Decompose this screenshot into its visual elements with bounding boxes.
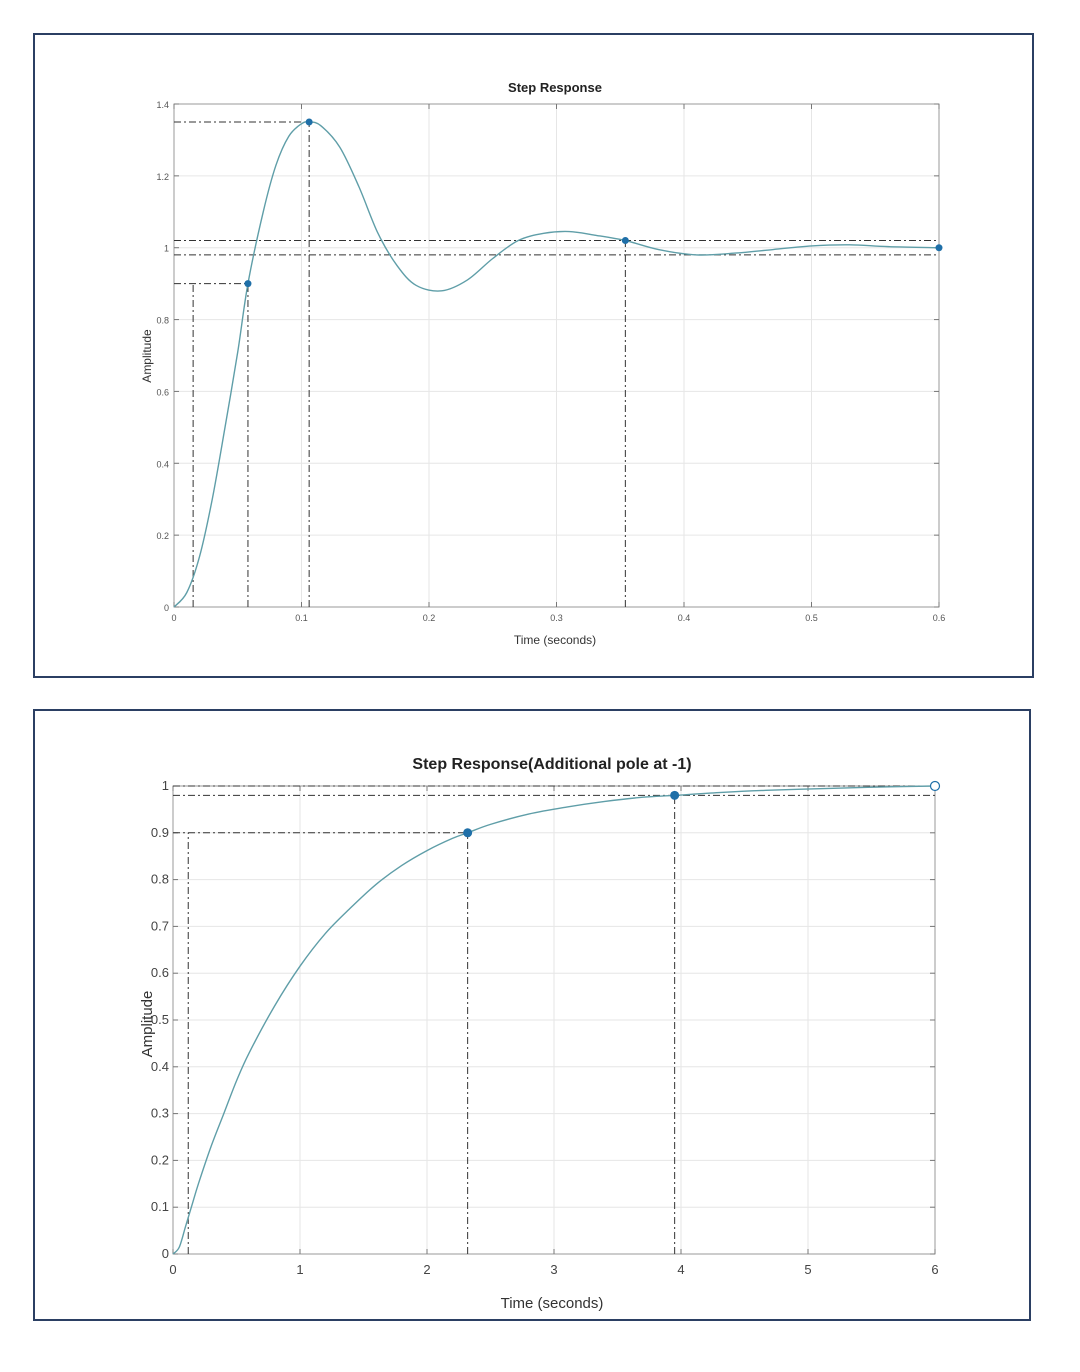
data-point-marker xyxy=(463,828,473,838)
x-tick-label: 3 xyxy=(550,1262,557,1277)
y-tick-label: 0.2 xyxy=(151,1152,169,1167)
y-tick-label: 0.5 xyxy=(151,1012,169,1027)
y-tick-label: 0.3 xyxy=(151,1106,169,1121)
y-tick-label: 0.6 xyxy=(156,387,169,397)
y-tick-label: 0.4 xyxy=(151,1059,169,1074)
y-tick-label: 1 xyxy=(162,778,169,793)
chart-panel-step-response: Step Response Time (seconds) Amplitude 0… xyxy=(33,33,1034,678)
step-response-chart: Step Response Time (seconds) Amplitude 0… xyxy=(140,80,946,647)
x-tick-label: 2 xyxy=(423,1262,430,1277)
y-tick-label: 0.8 xyxy=(151,872,169,887)
y-tick-label: 0.8 xyxy=(156,316,169,326)
x-tick-label: 5 xyxy=(804,1262,811,1277)
x-tick-label: 1 xyxy=(296,1262,303,1277)
y-axis-label: Amplitude xyxy=(140,329,154,383)
y-tick-label: 0.4 xyxy=(156,459,169,469)
y-tick-label: 0.2 xyxy=(156,531,169,541)
y-tick-label: 0.7 xyxy=(151,918,169,933)
x-axis-label: Time (seconds) xyxy=(501,1295,604,1312)
x-tick-label: 0 xyxy=(169,1262,176,1277)
x-tick-label: 0.2 xyxy=(423,613,436,623)
data-point-marker xyxy=(929,780,941,792)
x-tick-label: 0.4 xyxy=(678,613,691,623)
x-tick-label: 0.5 xyxy=(805,613,818,623)
chart-panel-step-response-additional-pole: Step Response(Additional pole at -1) Tim… xyxy=(33,709,1031,1321)
y-tick-label: 1 xyxy=(164,244,169,254)
series-line xyxy=(172,785,936,1255)
chart-title: Step Response(Additional pole at -1) xyxy=(412,756,691,773)
data-point-marker xyxy=(305,118,313,126)
step-response-additional-pole-chart: Step Response(Additional pole at -1) Tim… xyxy=(139,756,941,1312)
data-point-marker xyxy=(244,280,252,288)
y-tick-label: 0.9 xyxy=(151,825,169,840)
data-point-marker xyxy=(670,790,680,800)
x-tick-label: 0.3 xyxy=(550,613,563,623)
y-tick-label: 0 xyxy=(162,1246,169,1261)
y-tick-label: 0 xyxy=(164,603,169,613)
data-point-marker xyxy=(621,237,629,245)
y-tick-label: 0.1 xyxy=(151,1199,169,1214)
y-tick-label: 1.4 xyxy=(156,100,169,110)
x-axis-label: Time (seconds) xyxy=(514,633,596,647)
series-line xyxy=(173,121,940,608)
chart-title: Step Response xyxy=(508,80,602,95)
y-axis-label: Amplitude xyxy=(139,991,156,1058)
x-tick-label: 0 xyxy=(171,613,176,623)
x-tick-label: 0.6 xyxy=(933,613,946,623)
x-tick-label: 4 xyxy=(677,1262,684,1277)
x-tick-label: 0.1 xyxy=(295,613,308,623)
x-tick-label: 6 xyxy=(931,1262,938,1277)
grid xyxy=(172,785,936,1255)
y-tick-label: 1.2 xyxy=(156,172,169,182)
data-point-marker xyxy=(935,244,943,252)
y-tick-label: 0.6 xyxy=(151,965,169,980)
grid xyxy=(173,103,940,608)
